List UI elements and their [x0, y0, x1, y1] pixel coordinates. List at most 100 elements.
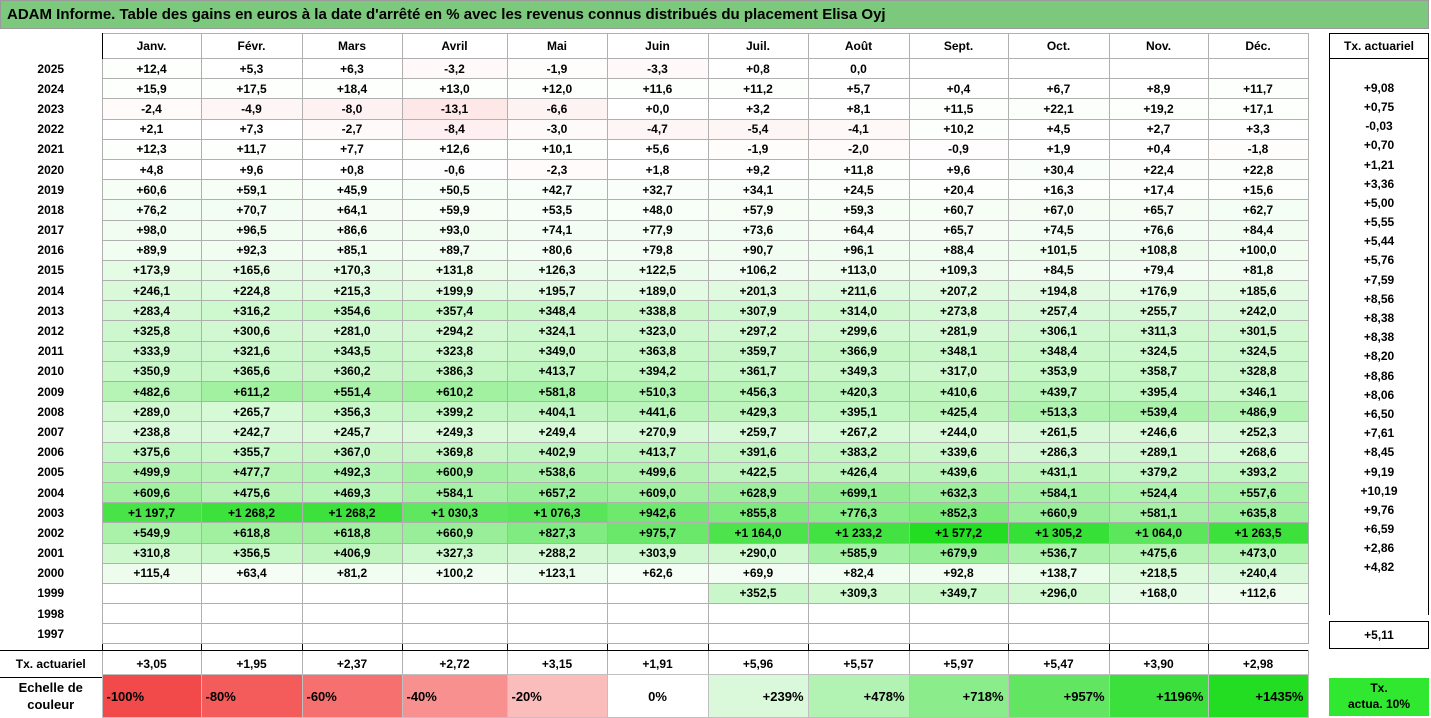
- gain-cell: +89,7: [401, 239, 508, 261]
- gain-cell: +24,5: [807, 179, 910, 201]
- gain-cell: -8,4: [401, 118, 508, 140]
- gain-cell: +215,3: [301, 280, 403, 302]
- gain-cell: +59,9: [401, 199, 508, 221]
- gain-cell: +9,6: [200, 158, 303, 181]
- gain-cell: +60,7: [908, 199, 1009, 221]
- scale-swatch: -80%: [200, 674, 303, 718]
- gain-cell: +557,6: [1207, 481, 1309, 504]
- gain-cell: +70,7: [200, 199, 303, 221]
- tx-value: +9,19: [1329, 461, 1429, 482]
- gain-cell: +441,6: [606, 401, 709, 423]
- tx-footer-value: +5,11: [1329, 621, 1429, 650]
- gain-cell: +300,6: [200, 320, 303, 342]
- year-label: 2021: [0, 139, 103, 160]
- gain-cell: +510,3: [606, 380, 709, 403]
- gain-cell: +975,7: [606, 522, 709, 544]
- tx-value: [1329, 58, 1429, 79]
- gain-cell: +357,4: [401, 300, 508, 322]
- gain-cell: +12,4: [101, 57, 202, 80]
- gain-cell: +115,4: [101, 562, 202, 584]
- gain-cell: +348,4: [506, 300, 608, 322]
- gain-cell: +265,7: [200, 401, 303, 423]
- gain-cell: +176,9: [1108, 280, 1209, 302]
- gain-cell: +16,3: [1007, 179, 1110, 201]
- gain-cell: +348,1: [908, 340, 1009, 362]
- scale-swatch: 0%: [606, 674, 709, 718]
- year-label: 2006: [0, 442, 103, 463]
- gain-cell: +211,6: [807, 280, 910, 302]
- gain-cell: [606, 603, 709, 625]
- gain-cell: +64,4: [807, 219, 910, 241]
- gain-cell: +3,3: [1207, 118, 1309, 140]
- gain-cell: +173,9: [101, 259, 202, 282]
- gain-cell: +64,1: [301, 199, 403, 221]
- gain-cell: +0,0: [606, 98, 709, 120]
- gain-cell: +425,4: [908, 401, 1009, 423]
- gain-cell: +1 030,3: [401, 502, 508, 524]
- gain-cell: +499,6: [606, 461, 709, 483]
- year-label: 2018: [0, 199, 103, 220]
- tx-value: +6,50: [1329, 404, 1429, 424]
- gain-cell: +942,6: [606, 502, 709, 524]
- gain-cell: +10,1: [506, 138, 608, 160]
- gain-cell: +76,6: [1108, 219, 1209, 241]
- scale-swatch: +239%: [707, 674, 809, 718]
- gain-cell: +314,0: [807, 300, 910, 322]
- tx-value: +5,76: [1329, 250, 1429, 271]
- year-label: 2017: [0, 220, 103, 241]
- gain-cell: +549,9: [101, 522, 202, 544]
- gain-cell: +657,2: [506, 481, 608, 504]
- gain-cell: -2,7: [301, 118, 403, 140]
- gain-cell: +138,7: [1007, 562, 1110, 584]
- gain-cell: +299,6: [807, 320, 910, 342]
- tx-header: Tx. actuariel: [1329, 33, 1429, 59]
- gain-cell: +469,3: [301, 481, 403, 504]
- gain-cell: +246,1: [101, 280, 202, 302]
- gain-cell: +261,5: [1007, 421, 1110, 443]
- gain-cell: +402,9: [506, 441, 608, 463]
- gain-cell: +92,3: [200, 239, 303, 261]
- gain-cell: +15,6: [1207, 179, 1309, 201]
- scale-swatch: +478%: [807, 674, 910, 718]
- gain-cell: +346,1: [1207, 380, 1309, 403]
- gain-cell: +63,4: [200, 562, 303, 584]
- gain-cell: [1108, 623, 1209, 645]
- table-row: 1998: [0, 603, 1309, 625]
- gain-cell: +11,7: [200, 138, 303, 160]
- tx-value: +1,21: [1329, 154, 1429, 175]
- scale-swatch: -100%: [101, 674, 202, 718]
- gain-cell: +379,2: [1108, 461, 1209, 483]
- gain-cell: -2,0: [807, 138, 910, 160]
- gain-cell: +194,8: [1007, 280, 1110, 302]
- gain-cell: [707, 603, 809, 625]
- gain-cell: -2,3: [506, 158, 608, 181]
- gain-cell: +852,3: [908, 502, 1009, 524]
- gain-cell: +168,0: [1108, 582, 1209, 605]
- gain-cell: +10,2: [908, 118, 1009, 140]
- tx-value: +3,36: [1329, 174, 1429, 194]
- gain-cell: +367,0: [301, 441, 403, 463]
- gain-cell: +244,0: [908, 421, 1009, 443]
- footer-value: +1,91: [606, 650, 709, 679]
- gain-cell: +96,1: [807, 239, 910, 261]
- year-label: 2005: [0, 462, 103, 483]
- year-label: 2015: [0, 260, 103, 281]
- gain-cell: +386,3: [401, 360, 508, 383]
- gain-cell: +67,0: [1007, 199, 1110, 221]
- gain-cell: -3,2: [401, 57, 508, 80]
- year-label: 2014: [0, 280, 103, 301]
- gain-cell: +88,4: [908, 239, 1009, 261]
- gain-cell: +22,4: [1108, 158, 1209, 181]
- gain-cell: [101, 623, 202, 645]
- month-header: Oct.: [1007, 33, 1110, 59]
- gain-cell: +288,2: [506, 542, 608, 564]
- gain-cell: +86,6: [301, 219, 403, 241]
- gain-cell: +259,7: [707, 421, 809, 443]
- table-row: 2012 +325,8 +300,6 +281,0 +294,2 +324,1 +323,0…: [0, 320, 1309, 342]
- gain-cell: -0,9: [908, 138, 1009, 160]
- gain-cell: +827,3: [506, 522, 608, 544]
- gain-cell: [101, 582, 202, 605]
- gain-cell: +22,8: [1207, 158, 1309, 181]
- gain-cell: -1,9: [506, 57, 608, 80]
- table-row: 2004 +609,6 +475,6 +469,3 +584,1 +657,2 +609,0…: [0, 481, 1309, 504]
